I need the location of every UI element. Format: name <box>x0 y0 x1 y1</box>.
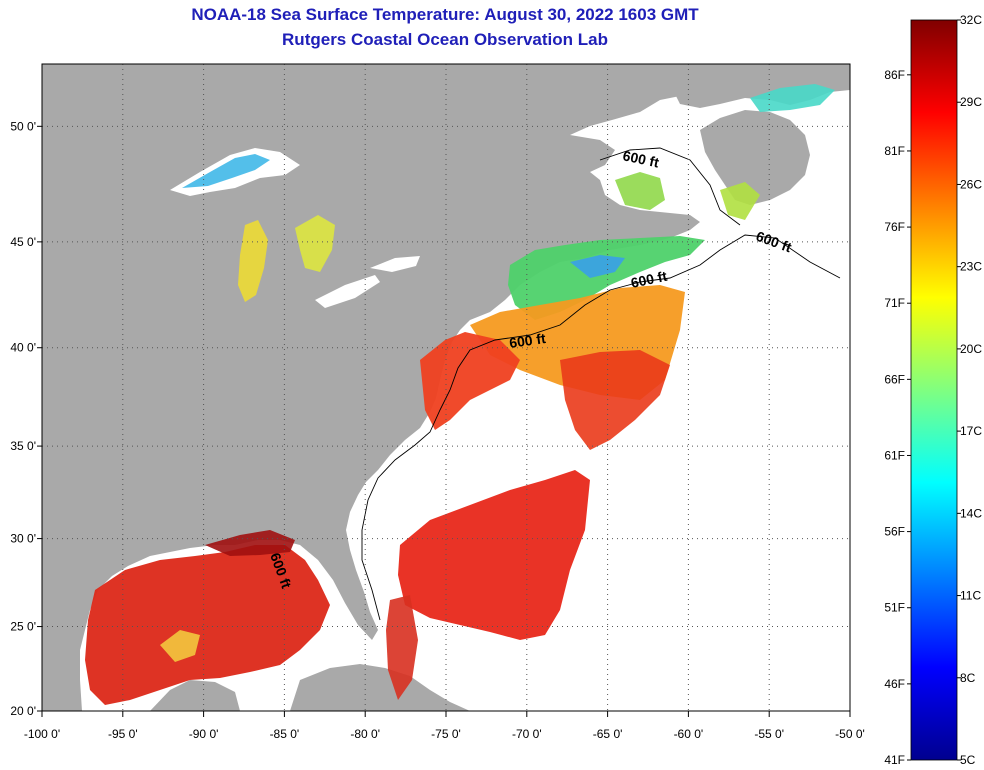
lon-tick-label: -70 0' <box>512 727 542 741</box>
lon-tick-label: -90 0' <box>189 727 219 741</box>
colorbar-celsius-label: 14C <box>960 506 982 520</box>
map-subtitle: Rutgers Coastal Ocean Observation Lab <box>282 30 608 49</box>
colorbar-celsius-label: 5C <box>960 753 976 767</box>
sst-gulf-of-maine-cold <box>570 255 625 278</box>
lake-erie <box>315 275 380 308</box>
sst-newfoundland <box>720 182 760 220</box>
colorbar-fahrenheit-label: 56F <box>884 525 905 539</box>
depth-label: 600 ft <box>629 268 668 291</box>
colorbar-fahrenheit-label: 51F <box>884 601 905 615</box>
sst-mid-atlantic <box>420 332 520 430</box>
lat-tick-label: 40 0' <box>10 341 36 355</box>
lon-tick-label: -60 0' <box>674 727 704 741</box>
depth-contour-600ft-north <box>599 147 741 226</box>
colorbar-celsius-label: 8C <box>960 671 976 685</box>
sst-sargasso <box>398 470 590 640</box>
colorbar-celsius-label: 26C <box>960 177 982 191</box>
lat-tick-label: 30 0' <box>10 532 36 546</box>
sst-labrador <box>750 84 835 112</box>
lat-tick-label: 45 0' <box>10 235 36 249</box>
depth-label: 600 ft <box>621 147 660 170</box>
colorbar-fahrenheit-label: 61F <box>884 448 905 462</box>
lon-tick-label: -95 0' <box>108 727 138 741</box>
colorbar-fahrenheit-label: 66F <box>884 372 905 386</box>
sst-gulf-hot <box>205 530 295 556</box>
colorbar-celsius-label: 11C <box>960 589 981 603</box>
lake-huron <box>295 215 335 272</box>
colorbar-labels: 32C 29C 26C 23C 20C 17C 14C 11C 8C 5C 86F 81F 76F 71F… <box>884 13 982 767</box>
map-axes: -100 0' -95 0' -90 0' -85 0' -80 0' -75 0' -70… <box>10 119 864 741</box>
sst-gulf-yellow <box>160 630 200 662</box>
lon-tick-label: -85 0' <box>270 727 300 741</box>
sst-nova-scotia <box>615 172 665 210</box>
lat-tick-label: 25 0' <box>10 620 36 634</box>
colorbar-celsius-label: 29C <box>960 95 982 109</box>
colorbar <box>910 19 958 761</box>
colorbar-fahrenheit-label: 86F <box>884 68 905 82</box>
land-newfoundland <box>700 110 810 205</box>
colorbar-celsius-label: 23C <box>960 260 982 274</box>
colorbar-fahrenheit-label: 81F <box>884 144 905 158</box>
colorbar-celsius-label: 32C <box>960 13 982 27</box>
colorbar-fahrenheit-label: 76F <box>884 220 905 234</box>
colorbar-celsius-label: 17C <box>960 424 982 438</box>
sst-gulf-of-mexico <box>85 545 330 705</box>
lat-tick-label: 35 0' <box>10 439 36 453</box>
depth-label: 600 ft <box>508 330 547 351</box>
lon-tick-label: -100 0' <box>24 727 60 741</box>
lon-tick-label: -80 0' <box>350 727 380 741</box>
land-mass <box>42 64 750 711</box>
lon-tick-label: -55 0' <box>754 727 784 741</box>
lake-ontario <box>370 256 420 272</box>
lake-michigan <box>238 220 268 302</box>
depth-contour-600ft <box>361 234 841 621</box>
sst-ne-shelf-red <box>560 350 670 450</box>
colorbar-fahrenheit-label: 46F <box>884 677 905 691</box>
land-cuba <box>290 664 470 711</box>
map-area: 600 ft 600 ft 600 ft 600 ft 600 ft <box>42 64 850 711</box>
sst-gulf-of-maine <box>508 236 705 320</box>
colorbar-celsius-label: 20C <box>960 342 982 356</box>
sst-florida-strait <box>386 595 418 700</box>
land-yucatan <box>150 680 240 711</box>
lon-tick-label: -65 0' <box>593 727 623 741</box>
lon-tick-label: -75 0' <box>431 727 461 741</box>
lon-tick-label: -50 0' <box>835 727 865 741</box>
lat-tick-label: 20 0' <box>10 704 36 718</box>
colorbar-fahrenheit-label: 71F <box>884 296 905 310</box>
map-title: NOAA-18 Sea Surface Temperature: August … <box>191 5 699 24</box>
lat-tick-label: 50 0' <box>10 119 36 133</box>
colorbar-fahrenheit-label: 41F <box>884 753 905 767</box>
sst-imagery <box>85 84 835 705</box>
